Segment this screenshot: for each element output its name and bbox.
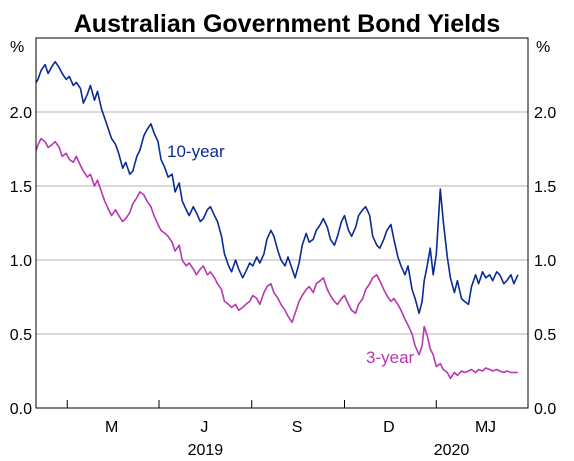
series-label-10-year: 10-year (167, 142, 225, 161)
x-month-label-3: D (383, 419, 395, 436)
gridlines (36, 111, 528, 335)
x-month-label-5: J (488, 419, 496, 436)
x-month-label-0: M (105, 419, 118, 436)
chart-title: Australian Government Bond Yields (74, 10, 500, 38)
right-unit-label: % (536, 39, 550, 56)
series-line-3-year (35, 137, 518, 380)
y-tick-left-0.0: 0.0 (10, 401, 32, 418)
y-tick-right-1.0: 1.0 (534, 253, 556, 270)
x-month-label-1: J (200, 419, 208, 436)
y-tick-left-0.5: 0.5 (10, 327, 32, 344)
y-axis-ticks: 0.0 0.0 0.5 0.5 1.0 1.0 1.5 1.5 2.0 2.0 (10, 105, 557, 418)
x-month-label-2: S (292, 419, 303, 436)
y-tick-right-0.0: 0.0 (534, 401, 556, 418)
series-lines (35, 60, 519, 380)
y-tick-right-0.5: 0.5 (534, 327, 556, 344)
series-label-3-year: 3-year (366, 348, 415, 367)
x-year-label-2019: 2019 (188, 442, 224, 459)
x-year-label-2020: 2020 (434, 442, 470, 459)
y-tick-right-2.0: 2.0 (534, 105, 556, 122)
y-tick-left-2.0: 2.0 (10, 105, 32, 122)
left-unit-label: % (10, 39, 24, 56)
y-tick-left-1.5: 1.5 (10, 179, 32, 196)
x-month-label-4: M (475, 419, 488, 436)
y-tick-right-1.5: 1.5 (534, 179, 556, 196)
plot-frame (35, 37, 529, 409)
series-line-10-year (35, 60, 519, 315)
y-tick-left-1.0: 1.0 (10, 253, 32, 270)
